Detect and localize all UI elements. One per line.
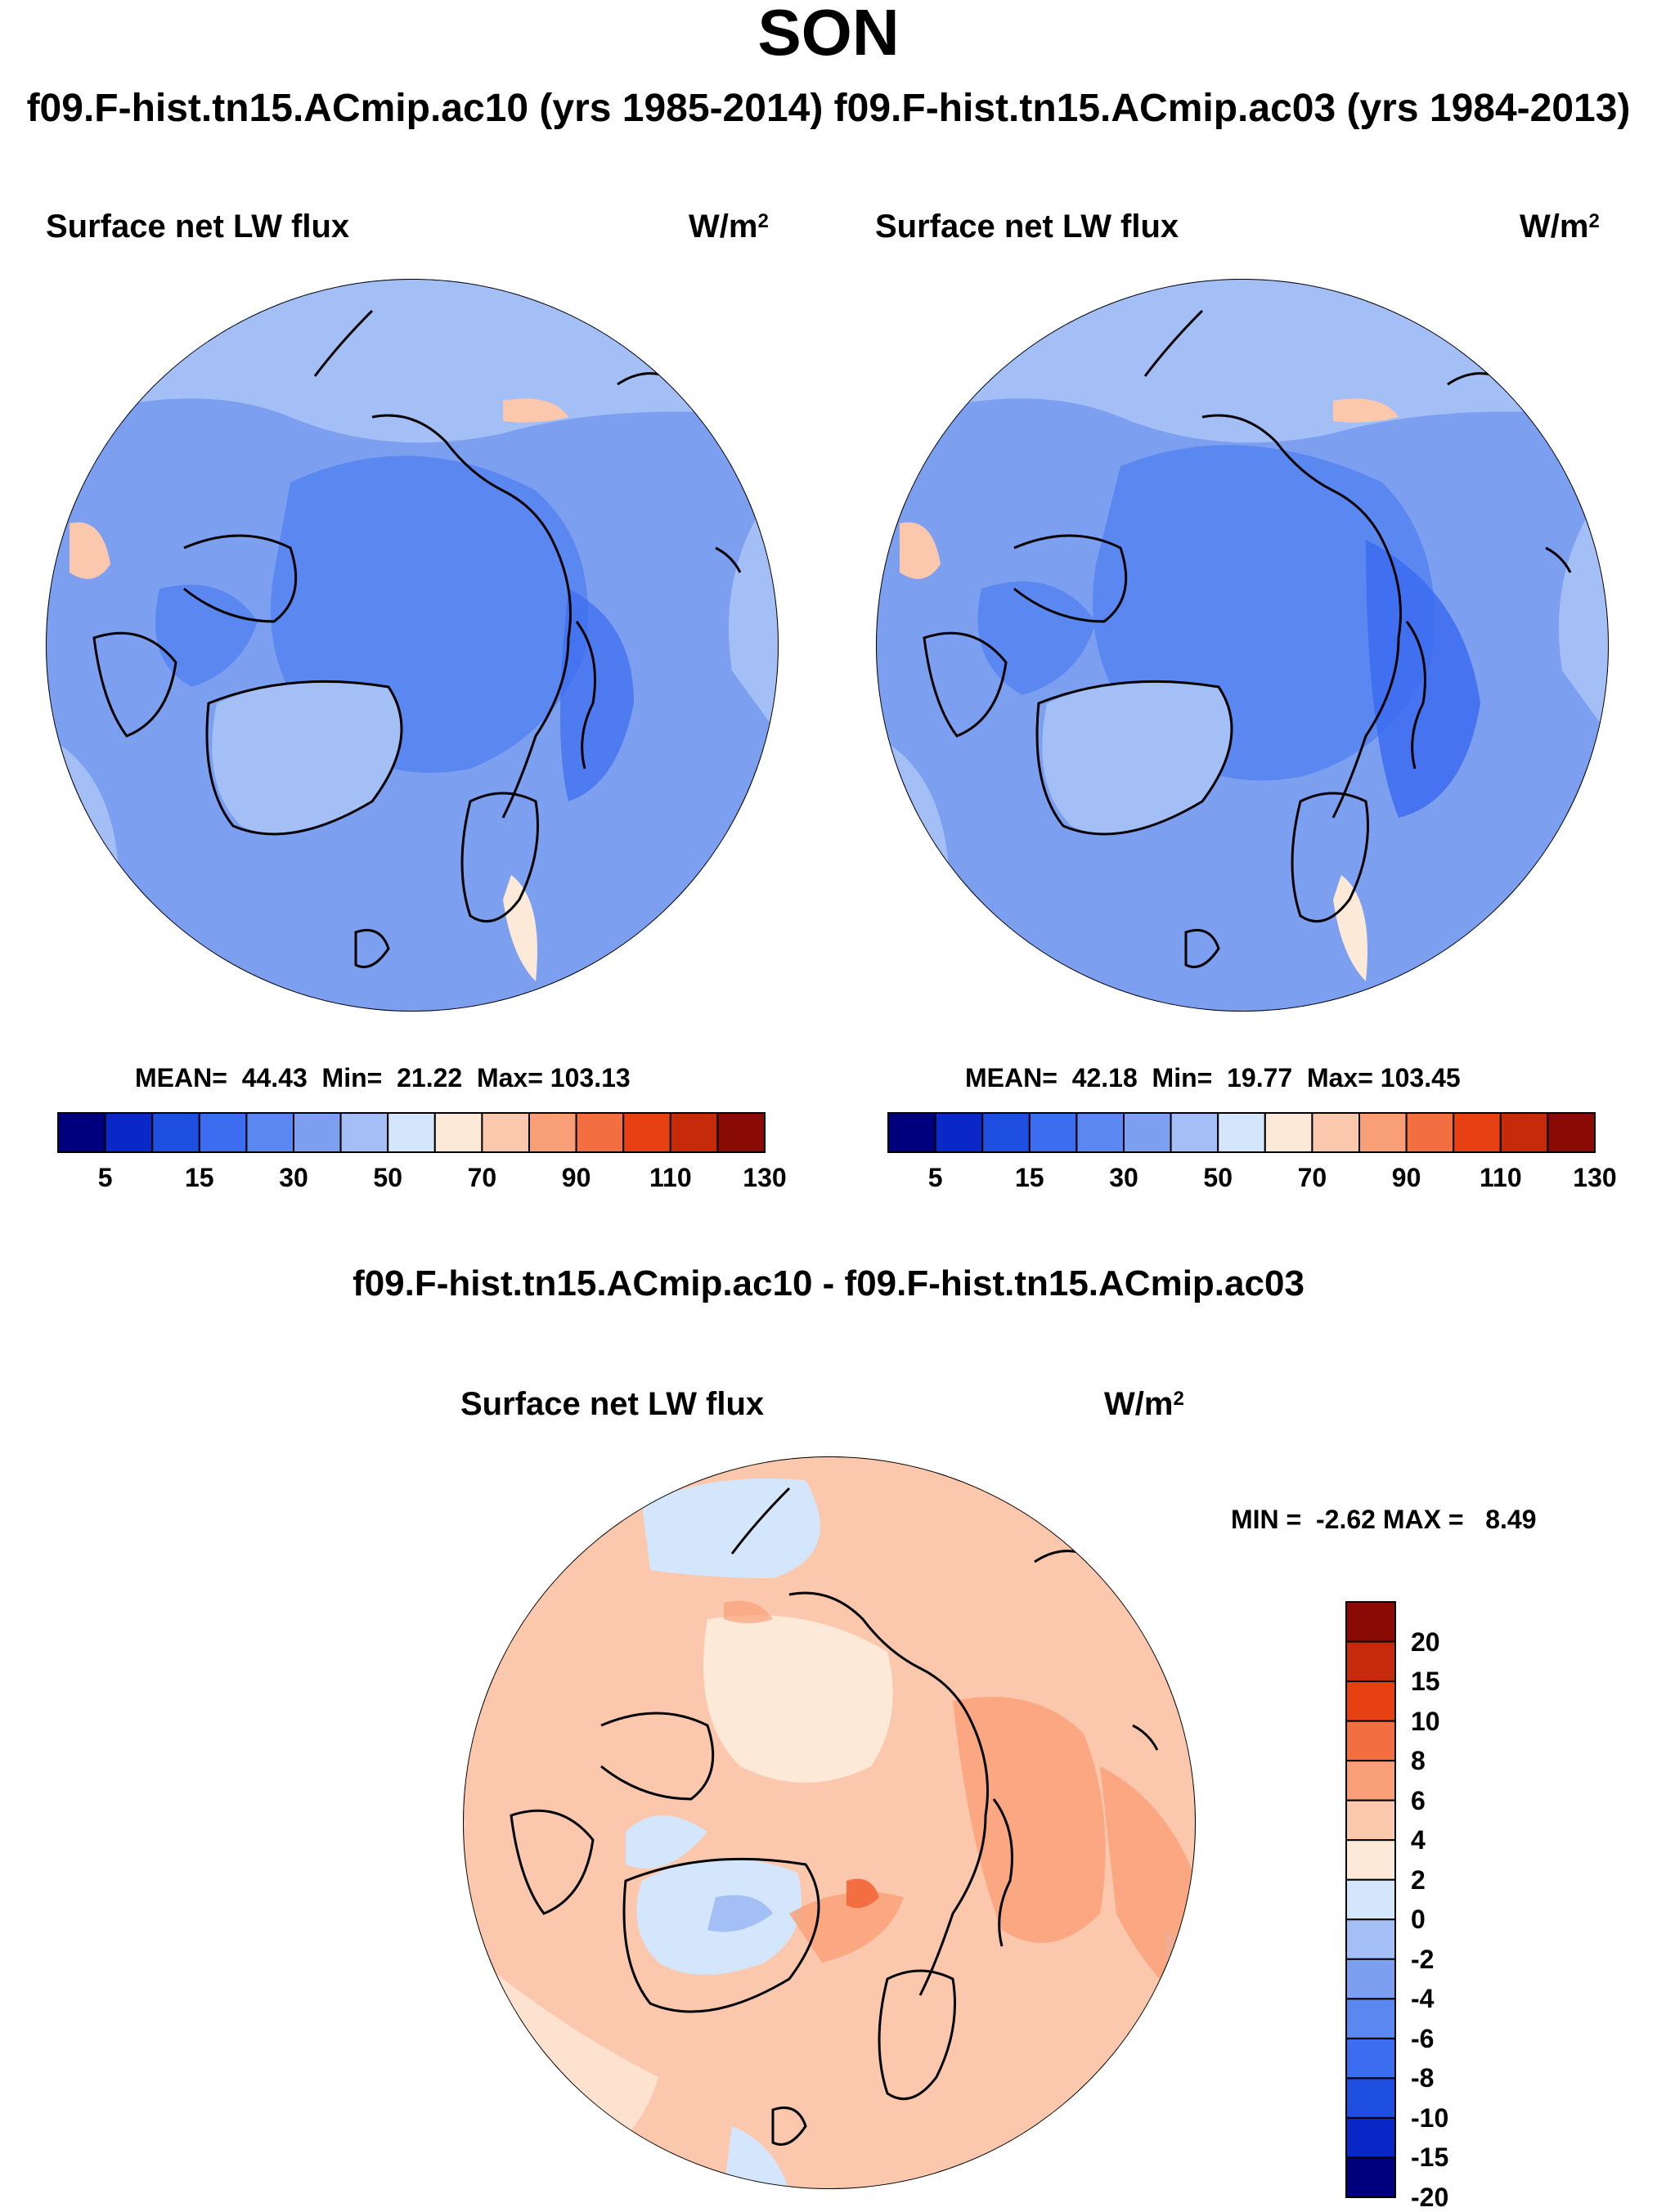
colorbar-box <box>981 1112 1031 1153</box>
colorbar-box <box>1405 1112 1455 1153</box>
colorbar-box <box>1028 1112 1078 1153</box>
colorbar-tick-label: -20 <box>1411 2183 1449 2212</box>
colorbar-box <box>934 1112 984 1153</box>
colorbar-box <box>198 1112 248 1153</box>
colorbar-tick-label: -2 <box>1411 1944 1435 1974</box>
panel2-title: Surface net LW flux <box>875 209 1179 245</box>
colorbar-tick-label: -10 <box>1411 2102 1449 2133</box>
panel1-stats: MEAN= 44.43 Min= 21.22 Max= 103.13 <box>135 1063 631 1093</box>
colorbar-tick-label: 15 <box>1015 1163 1044 1192</box>
panel1-map <box>46 279 779 1012</box>
colorbar-box <box>1264 1112 1313 1153</box>
colorbar-box <box>339 1112 389 1153</box>
colorbar-box <box>1123 1112 1172 1153</box>
colorbar-tick-label: 4 <box>1411 1825 1426 1855</box>
colorbar-box <box>1345 1680 1396 1722</box>
colorbar-box <box>1217 1112 1266 1153</box>
panel1-colorbar <box>57 1112 766 1153</box>
colorbar-tick-label: 70 <box>467 1163 497 1192</box>
colorbar-box <box>481 1112 531 1153</box>
colorbar-tick-label: 130 <box>1573 1163 1617 1192</box>
colorbar-box <box>57 1112 106 1153</box>
diff-colorbar <box>1345 1601 1396 2198</box>
colorbar-tick-label: 50 <box>373 1163 402 1192</box>
colorbar-box <box>104 1112 154 1153</box>
colorbar-tick-label: 8 <box>1411 1746 1426 1776</box>
diff-header: f09.F-hist.tn15.ACmip.ac10 - f09.F-hist.… <box>353 1263 1304 1303</box>
colorbar-tick-label: 70 <box>1297 1163 1327 1192</box>
colorbar-box <box>151 1112 200 1153</box>
colorbar-box <box>245 1112 294 1153</box>
panel2-stats: MEAN= 42.18 Min= 19.77 Max= 103.45 <box>965 1063 1461 1093</box>
colorbar-box <box>1499 1112 1549 1153</box>
colorbar-box <box>1345 1720 1396 1762</box>
colorbar-tick-label: 15 <box>1411 1667 1440 1697</box>
colorbar-box <box>1345 1760 1396 1801</box>
colorbar-box <box>528 1112 577 1153</box>
colorbar-tick-label: 110 <box>649 1163 692 1192</box>
panel1-title: Surface net LW flux <box>46 209 350 245</box>
colorbar-box <box>1345 2077 1396 2119</box>
colorbar-tick-label: -15 <box>1411 2142 1449 2173</box>
colorbar-tick-label: 30 <box>1109 1163 1138 1192</box>
panel1-units: W/m2 <box>689 209 769 245</box>
panel2-colorbar <box>887 1112 1596 1153</box>
panel3-units: W/m2 <box>1104 1386 1184 1422</box>
colorbar-tick-label: 90 <box>561 1163 591 1192</box>
colorbar-tick-label: 90 <box>1391 1163 1421 1192</box>
colorbar-tick-label: 20 <box>1411 1626 1440 1657</box>
colorbar-tick-label: 5 <box>97 1163 113 1192</box>
colorbar-box <box>1345 1878 1396 1921</box>
colorbar-tick-label: -6 <box>1411 2023 1435 2053</box>
colorbar-box <box>716 1112 766 1153</box>
colorbar-box <box>887 1112 936 1153</box>
panel3-map <box>463 1456 1196 2189</box>
colorbar-tick-label: -4 <box>1411 1984 1435 2014</box>
colorbar-box <box>1345 2156 1396 2198</box>
colorbar-tick-label: 110 <box>1479 1163 1522 1192</box>
colorbar-tick-label: 15 <box>185 1163 214 1192</box>
panel2-units: W/m2 <box>1520 209 1600 245</box>
colorbar-box <box>575 1112 625 1153</box>
colorbar-box <box>1345 1839 1396 1881</box>
colorbar-tick-label: 5 <box>927 1163 943 1192</box>
colorbar-tick-label: 50 <box>1203 1163 1233 1192</box>
colorbar-box <box>1345 1958 1396 2000</box>
colorbar-box <box>1345 2116 1396 2159</box>
colorbar-box <box>1345 1640 1396 1683</box>
colorbar-box <box>1075 1112 1125 1153</box>
season-title: SON <box>757 0 900 69</box>
colorbar-tick-label: 30 <box>279 1163 308 1192</box>
colorbar-box <box>1345 1918 1396 1960</box>
colorbar-box <box>1345 1799 1396 1842</box>
colorbar-box <box>387 1112 436 1153</box>
colorbar-tick-label: 2 <box>1411 1864 1426 1895</box>
colorbar-box <box>1345 2037 1396 2080</box>
colorbar-box <box>293 1112 342 1153</box>
colorbar-box <box>1345 1998 1396 2039</box>
colorbar-box <box>1311 1112 1361 1153</box>
panel2-map <box>876 279 1609 1012</box>
colorbar-tick-label: -8 <box>1411 2063 1435 2093</box>
colorbar-box <box>1345 1601 1396 1643</box>
colorbar-box <box>1547 1112 1596 1153</box>
colorbar-box <box>1358 1112 1408 1153</box>
colorbar-box <box>1453 1112 1502 1153</box>
colorbar-box <box>433 1112 483 1153</box>
colorbar-box <box>622 1112 671 1153</box>
colorbar-box <box>1170 1112 1219 1153</box>
panel3-stats: MIN = -2.62 MAX = 8.49 <box>1231 1505 1537 1534</box>
colorbar-tick-label: 6 <box>1411 1785 1426 1815</box>
panel3-title: Surface net LW flux <box>460 1386 765 1422</box>
runs-header: f09.F-hist.tn15.ACmip.ac10 (yrs 1985-201… <box>26 87 1631 130</box>
colorbar-tick-label: 130 <box>743 1163 787 1192</box>
colorbar-box <box>669 1112 719 1153</box>
colorbar-tick-label: 0 <box>1411 1905 1426 1935</box>
colorbar-tick-label: 10 <box>1411 1706 1440 1736</box>
